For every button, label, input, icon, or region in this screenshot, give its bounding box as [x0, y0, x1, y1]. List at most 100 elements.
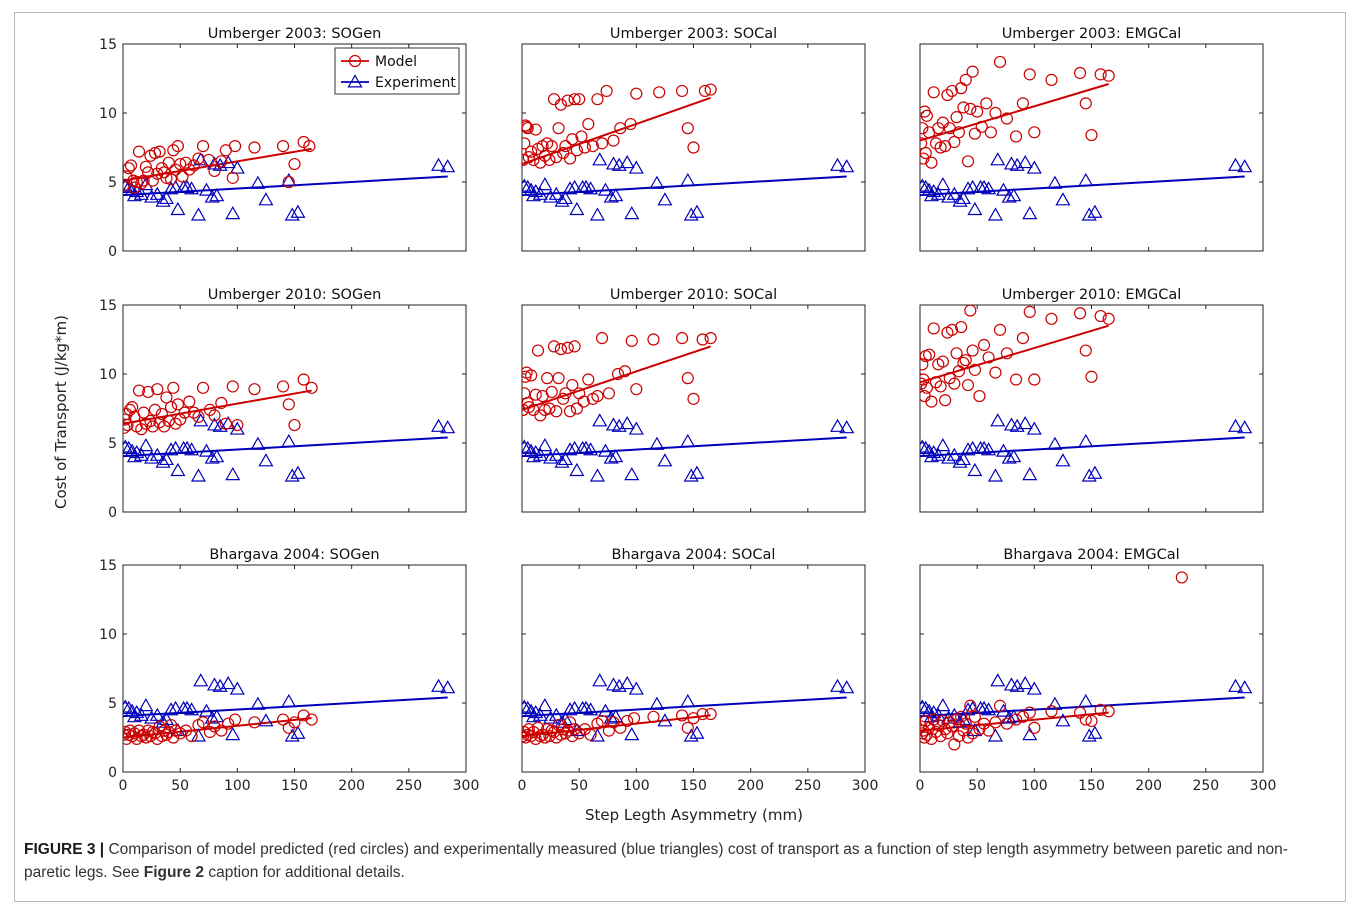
model-point: [964, 305, 977, 317]
model-point: [534, 730, 547, 743]
model-point: [276, 713, 290, 726]
experiment-point: [138, 438, 154, 452]
model-point: [578, 141, 591, 154]
experiment-point: [158, 451, 174, 466]
experiment-point: [1237, 680, 1253, 694]
experiment-point: [976, 440, 992, 454]
experiment-point: [930, 186, 946, 200]
model-point: [607, 134, 620, 147]
model-point: [1079, 344, 1092, 357]
model-point: [215, 155, 228, 168]
experiment-point: [522, 700, 536, 714]
model-point: [973, 389, 986, 403]
experiment-point: [920, 439, 930, 453]
experiment-point: [1087, 465, 1103, 479]
experiment-point: [158, 711, 174, 726]
panel-4: Umberger 2010: SOGen 0 5 10 15: [99, 287, 467, 521]
model-point: [169, 417, 182, 430]
experiment-point: [567, 700, 583, 714]
experiment-point: [987, 207, 1003, 221]
model-point: [192, 410, 205, 423]
model-point: [248, 141, 261, 154]
model-point: [171, 140, 184, 153]
model-point: [288, 157, 301, 171]
y-tick-label: 15: [99, 558, 117, 574]
model-point: [950, 347, 963, 360]
x-tick-label: 150: [281, 778, 308, 794]
model-point: [647, 333, 660, 346]
experiment-point: [149, 707, 165, 721]
y-tick-label: 15: [99, 298, 117, 314]
legend-experiment-label: Experiment: [375, 75, 456, 91]
caption-text-part1: Comparison of model predicted (red circl…: [24, 841, 1288, 881]
experiment-point: [1055, 453, 1071, 467]
experiment-point: [290, 725, 306, 739]
model-point: [547, 340, 561, 353]
model-point: [559, 140, 572, 153]
model-point: [1023, 706, 1036, 719]
experiment-point: [431, 418, 447, 432]
experiment-point: [1055, 192, 1071, 206]
experiment-point: [1026, 421, 1042, 435]
experiment-point: [624, 467, 640, 481]
experiment-point: [619, 415, 635, 430]
experiment-point: [995, 703, 1011, 717]
experiment-point: [1237, 420, 1253, 434]
model-point: [568, 723, 581, 736]
experiment-point: [1017, 154, 1033, 169]
model-point: [550, 405, 563, 418]
model-point: [957, 356, 970, 370]
experiment-point: [562, 702, 578, 716]
experiment-point: [133, 447, 149, 461]
experiment-point: [1228, 418, 1244, 432]
experiment-point: [548, 447, 564, 461]
model-point: [132, 384, 146, 397]
model-point: [602, 387, 615, 400]
model-point: [948, 738, 961, 751]
model-point: [1023, 68, 1036, 81]
model-point: [566, 378, 579, 392]
model-point: [545, 385, 558, 399]
model-point: [552, 122, 565, 135]
model-point: [582, 373, 595, 386]
model-point: [128, 181, 141, 194]
x-tick-label: 50: [968, 778, 986, 794]
model-point: [955, 320, 968, 334]
model-point: [584, 728, 597, 741]
experiment-point: [1017, 415, 1033, 430]
model-point: [305, 381, 318, 394]
model-point: [248, 383, 261, 396]
experiment-point: [543, 710, 559, 724]
model-point: [288, 418, 301, 432]
experiment-point: [149, 447, 165, 461]
panel-title: Umberger 2010: SOCal: [610, 287, 777, 303]
experiment-point: [608, 709, 624, 723]
experiment-point: [589, 207, 605, 221]
experiment-point: [168, 440, 184, 454]
experiment-point: [179, 179, 195, 193]
experiment-point: [1078, 433, 1094, 448]
experiment-point: [220, 154, 236, 169]
experiment-point: [144, 189, 160, 203]
plot-marks: [920, 571, 1253, 751]
experiment-point: [960, 702, 976, 716]
model-point: [162, 156, 175, 169]
legend-experiment-marker: [347, 74, 363, 88]
model-point: [925, 156, 938, 169]
experiment-point: [198, 182, 214, 196]
y-axis-label: Cost of Transport (J/kg*m): [52, 315, 70, 509]
model-point: [522, 137, 531, 150]
model-point: [964, 699, 977, 712]
model-point: [568, 340, 581, 353]
y-tick-label: 0: [108, 244, 117, 260]
experiment-point: [1228, 157, 1244, 171]
experiment-point: [204, 710, 220, 724]
experiment-point: [123, 439, 133, 453]
model-point: [563, 152, 577, 165]
model-point: [226, 171, 239, 184]
experiment-point: [830, 678, 846, 692]
model-point: [968, 127, 981, 140]
model-point: [226, 380, 239, 393]
experiment-point: [930, 447, 946, 461]
model-point: [541, 723, 554, 736]
